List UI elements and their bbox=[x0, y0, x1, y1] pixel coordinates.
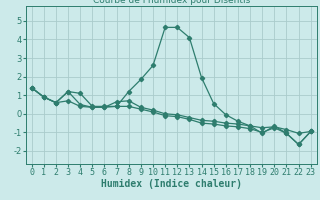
X-axis label: Humidex (Indice chaleur): Humidex (Indice chaleur) bbox=[101, 179, 242, 189]
Title: Courbe de l'humidex pour Disentis: Courbe de l'humidex pour Disentis bbox=[92, 0, 250, 5]
